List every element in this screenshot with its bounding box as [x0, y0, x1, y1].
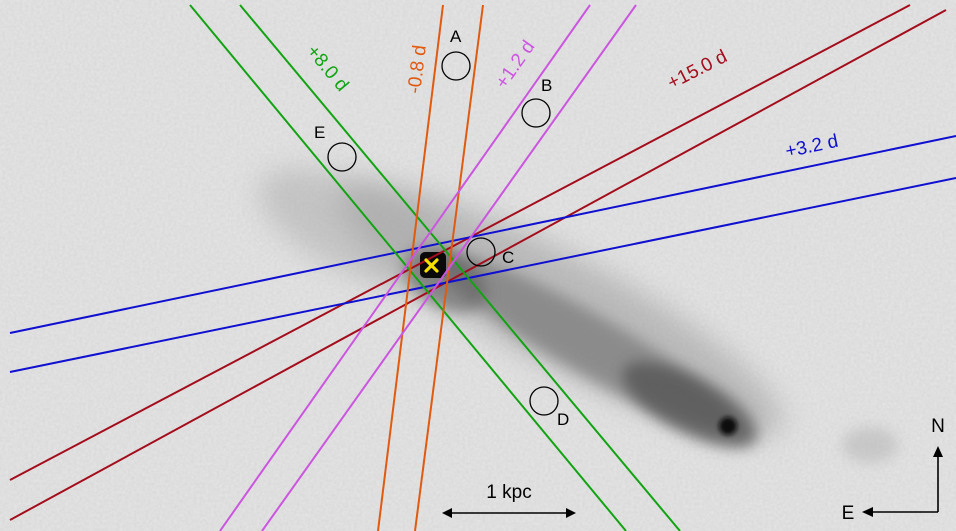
slit-green: [189, 4, 681, 531]
slit-red: [9, 4, 947, 521]
region-circle-e: [327, 142, 357, 172]
slit-magenta-edge-left: [219, 4, 591, 531]
region-circle-d: [529, 386, 559, 416]
region-label-d: D: [557, 410, 569, 429]
slit-blue: [9, 135, 956, 373]
compass-east-label: E: [842, 503, 855, 524]
region-circle-b: [521, 98, 551, 128]
galaxy-body: [258, 168, 898, 463]
slit-orange-edge-left: [377, 4, 444, 531]
region-circle-a: [441, 51, 471, 81]
region-label-b: B: [541, 76, 552, 95]
slit-magenta-edge-right: [261, 4, 637, 531]
region-label-c: C: [502, 248, 514, 267]
scale-bar: [442, 508, 576, 518]
region-circle-c: [466, 237, 496, 267]
slit-red-edge-lower: [9, 9, 947, 521]
scale-bar-label: 1 kpc: [486, 482, 531, 503]
supernova-marker: [424, 258, 439, 273]
slit-blue-edge-upper: [9, 135, 956, 334]
slit-green-edge-right: [239, 4, 681, 531]
compass-arrows: [862, 446, 943, 517]
slit-green-edge-left: [189, 4, 627, 531]
slit-red-edge-upper: [9, 4, 911, 481]
compass-north-label: N: [931, 416, 945, 437]
slit-magenta: [219, 4, 637, 531]
region-label-e: E: [314, 123, 325, 142]
slit-blue-edge-lower: [9, 177, 956, 373]
region-label-a: A: [450, 27, 462, 46]
